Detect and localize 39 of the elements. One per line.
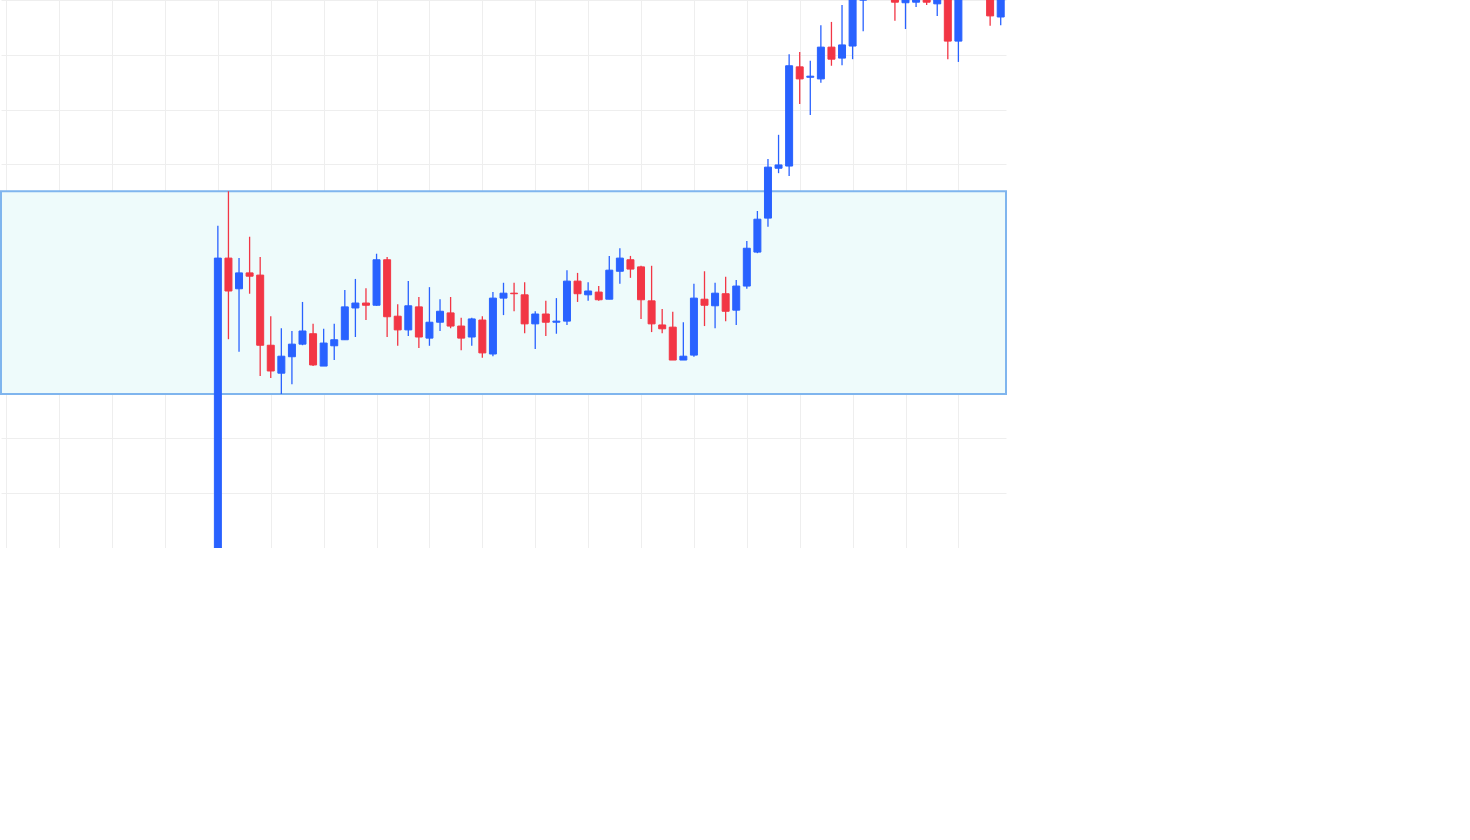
candlestick (658, 308, 667, 334)
candlestick (806, 60, 815, 116)
candlestick (795, 51, 804, 105)
candlestick (901, 0, 910, 30)
candlestick (436, 298, 445, 332)
candlestick (711, 282, 720, 329)
candlestick (531, 310, 540, 350)
candlestick (457, 317, 466, 351)
candlestick (859, 0, 868, 32)
candlestick (615, 247, 624, 285)
candlestick (467, 317, 476, 347)
candlestick (700, 270, 709, 327)
candlestick (425, 286, 434, 347)
candlestick (319, 328, 328, 367)
candlestick (393, 303, 402, 347)
candlestick (573, 272, 582, 303)
candlestick (235, 257, 244, 353)
candlestick (647, 265, 656, 333)
candlestick (552, 297, 561, 335)
candlestick (245, 236, 254, 295)
candlestick (287, 330, 296, 385)
candlestick (330, 323, 339, 361)
candlestick (584, 281, 593, 302)
candlestick (277, 327, 286, 395)
candlestick (626, 255, 635, 279)
candlestick (890, 0, 899, 22)
candlestick (838, 4, 847, 66)
candlestick (721, 276, 730, 322)
candlestick (679, 321, 688, 361)
candlestick (361, 287, 370, 321)
candlestick (827, 21, 836, 67)
candlestick (986, 0, 995, 27)
candlestick (298, 301, 307, 346)
candlestick (446, 296, 455, 329)
candlestick (541, 300, 550, 337)
candlestick (774, 134, 783, 174)
candlestick (499, 282, 508, 316)
candlestick (996, 0, 1005, 26)
candlestick (351, 278, 360, 338)
